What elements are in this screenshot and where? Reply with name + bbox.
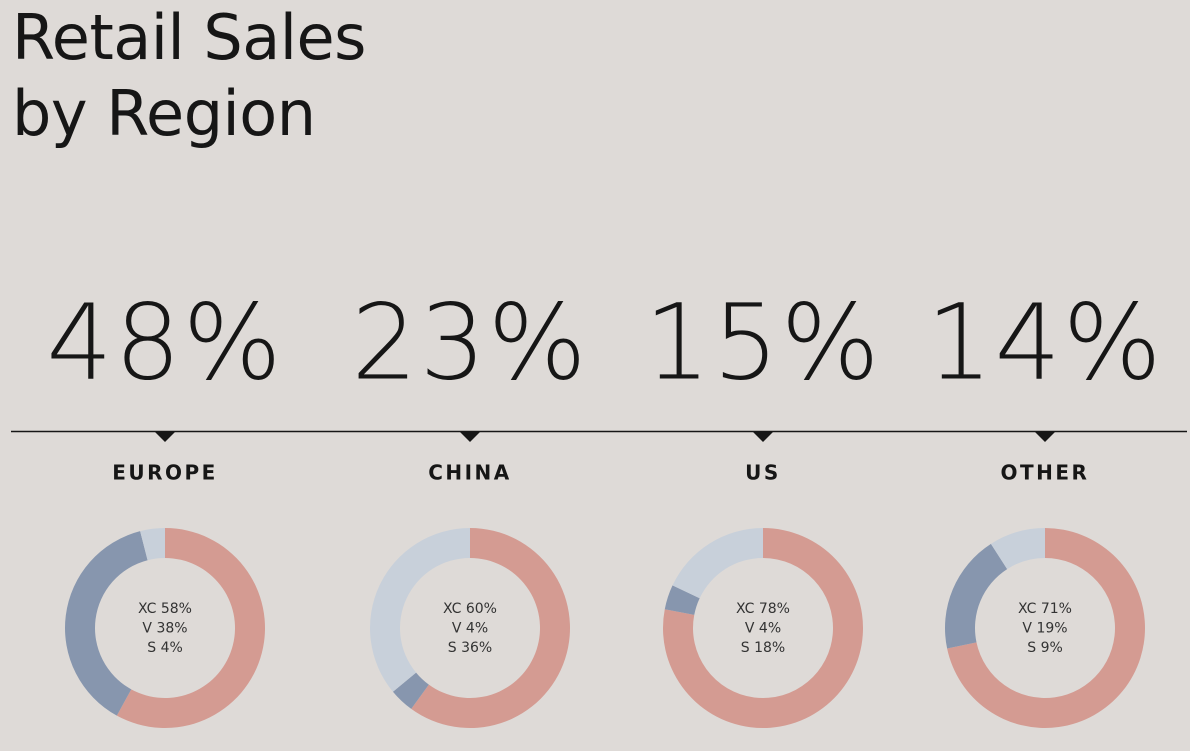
- donut-segment: [392, 672, 429, 709]
- region-name: EUROPE: [112, 461, 218, 485]
- segment-value: 58%: [161, 601, 192, 617]
- region-name: US: [745, 461, 781, 485]
- segment-category: S: [1027, 640, 1036, 656]
- segment-category: XC: [1018, 601, 1037, 617]
- pointer: [753, 432, 773, 442]
- pointer: [460, 432, 480, 442]
- region-share: 14%: [926, 281, 1163, 403]
- segment-value: 71%: [1041, 601, 1072, 617]
- segment-label: V 19%: [1022, 621, 1067, 637]
- segment-category: XC: [138, 601, 157, 617]
- segment-value: 9%: [1041, 640, 1063, 656]
- segment-value: 36%: [461, 640, 492, 656]
- segment-label: S 36%: [448, 640, 492, 656]
- segment-label: XC 60%: [443, 601, 497, 617]
- donut-segment: [945, 543, 1008, 649]
- pointer: [1035, 432, 1055, 442]
- segment-label: V 4%: [745, 621, 781, 637]
- segment-label: S 9%: [1027, 640, 1063, 656]
- donut-segment: [140, 528, 165, 561]
- segment-label: V 4%: [452, 621, 488, 637]
- segment-category: XC: [443, 601, 462, 617]
- donut-segment: [116, 528, 265, 728]
- donut-segment: [663, 528, 863, 728]
- segment-label: XC 78%: [736, 601, 790, 617]
- segment-category: S: [448, 640, 457, 656]
- segment-value: 4%: [466, 621, 488, 637]
- segment-label: S 18%: [741, 640, 785, 656]
- segment-category: S: [147, 640, 156, 656]
- donut-segment: [990, 528, 1045, 570]
- page-title: Retail Sales by Region: [12, 1, 366, 150]
- region-share: 48%: [46, 281, 283, 403]
- donut-segment: [369, 528, 470, 692]
- segment-label: S 4%: [147, 640, 183, 656]
- segment-value: 4%: [759, 621, 781, 637]
- segment-category: V: [142, 621, 152, 637]
- region-name: OTHER: [1001, 461, 1090, 485]
- donut-segment: [672, 528, 763, 599]
- segment-value: 18%: [754, 640, 785, 656]
- pointer: [155, 432, 175, 442]
- segment-value: 19%: [1036, 621, 1067, 637]
- segment-category: V: [1022, 621, 1032, 637]
- segment-label: XC 58%: [138, 601, 192, 617]
- segment-category: V: [745, 621, 755, 637]
- segment-category: XC: [736, 601, 755, 617]
- segment-category: V: [452, 621, 462, 637]
- region-name: CHINA: [428, 461, 512, 485]
- segment-value: 4%: [161, 640, 183, 656]
- segment-value: 38%: [156, 621, 187, 637]
- segment-label: XC 71%: [1018, 601, 1072, 617]
- segment-category: S: [741, 640, 750, 656]
- region-share: 23%: [351, 281, 588, 403]
- segment-label: V 38%: [142, 621, 187, 637]
- segment-value: 78%: [759, 601, 790, 617]
- donut-segment: [411, 528, 570, 728]
- region-share: 15%: [644, 281, 881, 403]
- donut-segment: [64, 531, 148, 716]
- segment-value: 60%: [466, 601, 497, 617]
- donut-segment: [664, 585, 700, 615]
- donut-segment: [947, 528, 1145, 729]
